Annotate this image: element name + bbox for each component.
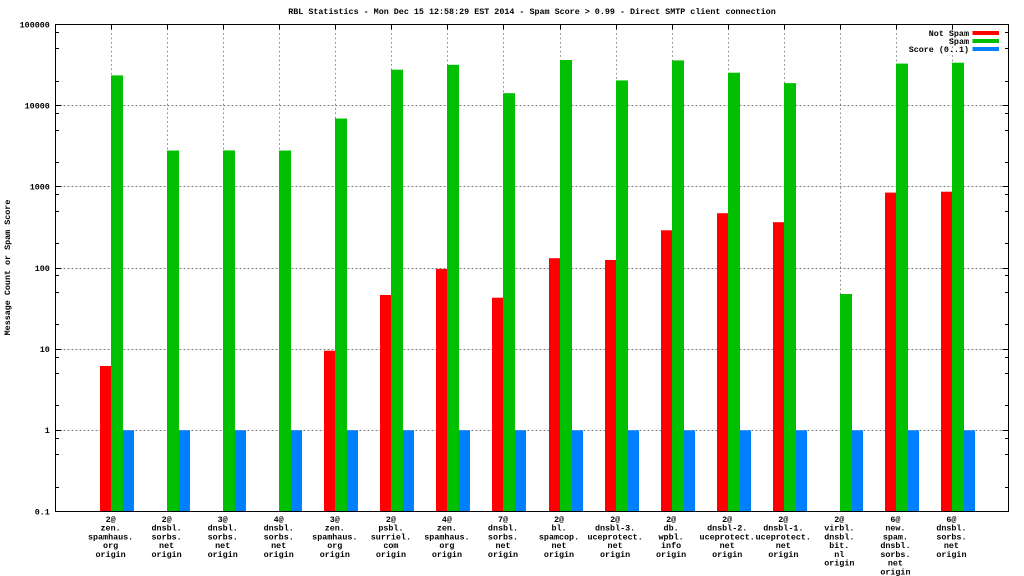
svg-text:net: net — [608, 541, 623, 551]
svg-text:100: 100 — [35, 264, 50, 274]
svg-text:2@: 2@ — [106, 515, 116, 525]
svg-text:dnsbl.: dnsbl. — [880, 541, 910, 551]
svg-text:zen.: zen. — [437, 524, 457, 534]
svg-text:bit.: bit. — [829, 541, 849, 551]
svg-text:bl.: bl. — [551, 524, 566, 534]
svg-text:dnsbl-1.: dnsbl-1. — [763, 524, 803, 534]
svg-text:spamcop.: spamcop. — [539, 532, 579, 542]
svg-text:10: 10 — [40, 345, 50, 355]
svg-text:2@: 2@ — [386, 515, 396, 525]
svg-text:sorbs.: sorbs. — [488, 532, 518, 542]
svg-text:sorbs.: sorbs. — [936, 532, 966, 542]
svg-text:origin: origin — [880, 567, 910, 576]
svg-text:1: 1 — [45, 426, 50, 436]
svg-text:new.: new. — [885, 524, 905, 534]
svg-text:sorbs.: sorbs. — [152, 532, 182, 542]
svg-text:uceprotect.: uceprotect. — [587, 532, 642, 542]
svg-text:origin: origin — [96, 550, 126, 560]
svg-text:dnsbl.: dnsbl. — [824, 532, 854, 542]
svg-text:spamhaus.: spamhaus. — [88, 532, 133, 542]
svg-text:net: net — [776, 541, 791, 551]
svg-text:origin: origin — [936, 550, 966, 560]
svg-text:Message Count or Spam Score: Message Count or Spam Score — [3, 200, 13, 336]
svg-text:2@: 2@ — [834, 515, 844, 525]
svg-text:0.1: 0.1 — [35, 507, 50, 517]
svg-text:dnsbl-3.: dnsbl-3. — [595, 524, 635, 534]
svg-text:dnsbl-2.: dnsbl-2. — [707, 524, 747, 534]
svg-text:net: net — [720, 541, 735, 551]
svg-text:origin: origin — [600, 550, 630, 560]
svg-text:dnsbl.: dnsbl. — [208, 524, 238, 534]
svg-text:100000: 100000 — [20, 20, 50, 30]
svg-text:6@: 6@ — [946, 515, 956, 525]
svg-text:db.: db. — [664, 524, 679, 534]
svg-text:dnsbl.: dnsbl. — [264, 524, 294, 534]
svg-text:origin: origin — [320, 550, 350, 560]
svg-text:uceprotect.: uceprotect. — [756, 532, 811, 542]
svg-text:2@: 2@ — [610, 515, 620, 525]
svg-text:2@: 2@ — [666, 515, 676, 525]
svg-text:surriel.: surriel. — [371, 532, 411, 542]
svg-text:2@: 2@ — [778, 515, 788, 525]
svg-text:origin: origin — [432, 550, 462, 560]
svg-text:dnsbl.: dnsbl. — [488, 524, 518, 534]
svg-text:4@: 4@ — [442, 515, 452, 525]
svg-text:4@: 4@ — [274, 515, 284, 525]
svg-text:net: net — [944, 541, 959, 551]
svg-text:nl: nl — [834, 550, 844, 560]
svg-text:sorbs.: sorbs. — [208, 532, 238, 542]
svg-text:RBL Statistics - Mon Dec 15 12: RBL Statistics - Mon Dec 15 12:58:29 EST… — [288, 7, 776, 17]
svg-text:7@: 7@ — [498, 515, 508, 525]
svg-text:net: net — [215, 541, 230, 551]
svg-text:virbl.: virbl. — [824, 524, 854, 534]
svg-text:origin: origin — [264, 550, 294, 560]
svg-text:spamhaus.: spamhaus. — [312, 532, 357, 542]
svg-text:6@: 6@ — [890, 515, 900, 525]
svg-text:psbl.: psbl. — [378, 524, 403, 534]
svg-text:spamhaus.: spamhaus. — [424, 532, 469, 542]
svg-text:org: org — [103, 541, 118, 551]
svg-text:zen.: zen. — [325, 524, 345, 534]
svg-text:Spam: Spam — [949, 37, 969, 47]
svg-text:origin: origin — [656, 550, 686, 560]
svg-text:net: net — [159, 541, 174, 551]
svg-text:1000: 1000 — [30, 183, 50, 193]
svg-text:com: com — [383, 541, 398, 551]
svg-text:origin: origin — [824, 559, 854, 569]
svg-text:zen.: zen. — [101, 524, 121, 534]
svg-text:net: net — [271, 541, 286, 551]
svg-text:origin: origin — [376, 550, 406, 560]
svg-text:sorbs.: sorbs. — [264, 532, 294, 542]
svg-text:net: net — [888, 559, 903, 569]
svg-text:origin: origin — [712, 550, 742, 560]
svg-text:Score (0..1): Score (0..1) — [909, 45, 969, 55]
svg-text:uceprotect.: uceprotect. — [700, 532, 755, 542]
svg-text:Not Spam: Not Spam — [929, 29, 969, 39]
svg-text:2@: 2@ — [162, 515, 172, 525]
svg-text:spam.: spam. — [883, 532, 908, 542]
svg-text:2@: 2@ — [554, 515, 564, 525]
svg-text:net: net — [495, 541, 510, 551]
svg-text:2@: 2@ — [722, 515, 732, 525]
svg-text:net: net — [551, 541, 566, 551]
svg-text:10000: 10000 — [25, 102, 50, 112]
svg-text:org: org — [439, 541, 454, 551]
svg-text:dnsbl.: dnsbl. — [152, 524, 182, 534]
svg-text:dnsbl.: dnsbl. — [936, 524, 966, 534]
svg-text:origin: origin — [488, 550, 518, 560]
svg-text:3@: 3@ — [330, 515, 340, 525]
svg-text:origin: origin — [152, 550, 182, 560]
svg-text:origin: origin — [544, 550, 574, 560]
svg-text:origin: origin — [208, 550, 238, 560]
svg-text:info: info — [661, 541, 681, 551]
svg-text:origin: origin — [768, 550, 798, 560]
svg-text:wpbl.: wpbl. — [659, 532, 684, 542]
svg-text:3@: 3@ — [218, 515, 228, 525]
svg-text:org: org — [327, 541, 342, 551]
svg-text:sorbs.: sorbs. — [880, 550, 910, 560]
